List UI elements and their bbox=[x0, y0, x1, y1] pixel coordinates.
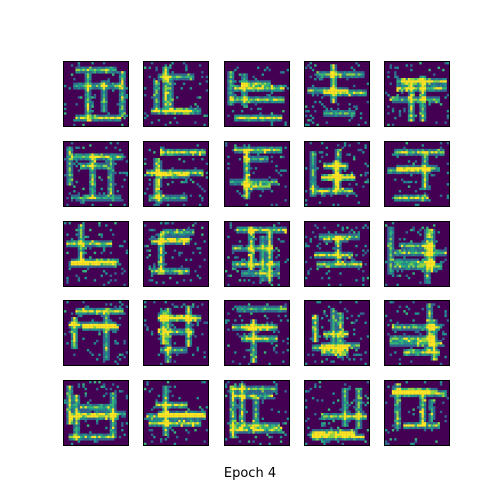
sample-image-pixels bbox=[225, 222, 289, 286]
sample-image bbox=[63, 141, 129, 207]
sample-image-pixels bbox=[305, 381, 369, 445]
sample-image-pixels bbox=[144, 142, 208, 206]
sample-image bbox=[143, 300, 209, 366]
sample-image-pixels bbox=[305, 62, 369, 126]
sample-image-pixels bbox=[387, 142, 449, 206]
sample-image-pixels bbox=[64, 301, 128, 365]
sample-image bbox=[224, 141, 290, 207]
sample-image bbox=[384, 380, 450, 446]
sample-image bbox=[143, 141, 209, 207]
sample-image bbox=[63, 300, 129, 366]
sample-image bbox=[384, 141, 450, 207]
sample-image bbox=[224, 221, 290, 287]
sample-image-pixels bbox=[225, 142, 287, 206]
sample-image-pixels bbox=[64, 222, 128, 286]
sample-image bbox=[384, 221, 450, 287]
sample-image-pixels bbox=[144, 222, 208, 286]
sample-image bbox=[304, 141, 370, 207]
sample-image bbox=[304, 61, 370, 127]
sample-image-pixels bbox=[305, 301, 369, 365]
sample-image-pixels bbox=[64, 381, 128, 445]
sample-image bbox=[384, 61, 450, 127]
sample-image-pixels bbox=[225, 303, 289, 365]
sample-image bbox=[384, 300, 450, 366]
sample-image-pixels bbox=[385, 301, 449, 365]
sample-image-pixels bbox=[64, 62, 128, 126]
sample-image-pixels bbox=[385, 222, 447, 286]
sample-image bbox=[63, 61, 129, 127]
sample-image bbox=[224, 300, 290, 366]
sample-image-pixels bbox=[305, 142, 369, 206]
sample-image bbox=[63, 221, 129, 287]
sample-image-pixels bbox=[64, 142, 128, 206]
sample-image bbox=[224, 380, 290, 446]
sample-image bbox=[304, 300, 370, 366]
sample-image bbox=[224, 61, 290, 127]
epoch-caption: Epoch 4 bbox=[223, 466, 277, 481]
sample-image-pixels bbox=[385, 381, 449, 445]
sample-grid bbox=[63, 61, 450, 446]
sample-image-pixels bbox=[305, 222, 369, 286]
sample-image-pixels bbox=[225, 381, 289, 445]
sample-image bbox=[304, 380, 370, 446]
sample-image bbox=[143, 221, 209, 287]
sample-image-pixels bbox=[225, 62, 289, 126]
sample-image-pixels bbox=[144, 381, 208, 445]
sample-image-pixels bbox=[144, 301, 208, 365]
sample-image-pixels bbox=[385, 62, 449, 126]
sample-image-pixels bbox=[144, 62, 208, 126]
sample-image bbox=[304, 221, 370, 287]
sample-image bbox=[63, 380, 129, 446]
sample-image bbox=[143, 61, 209, 127]
sample-image bbox=[143, 380, 209, 446]
